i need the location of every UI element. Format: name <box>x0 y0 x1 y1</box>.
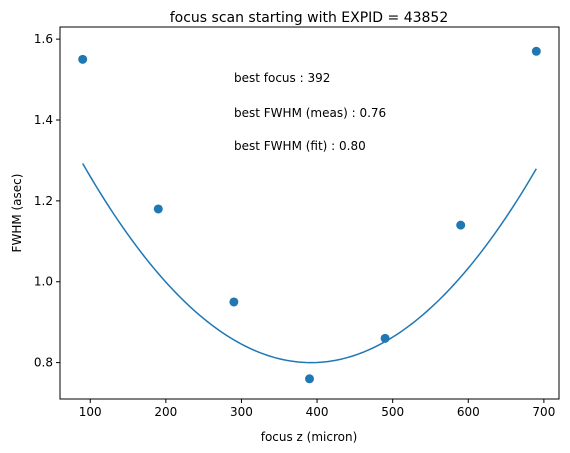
data-point <box>78 54 88 64</box>
y-tick-label: 1.0 <box>34 275 53 289</box>
x-tick-label: 700 <box>532 405 555 419</box>
data-point <box>305 374 314 384</box>
fit-curve-line <box>82 163 537 364</box>
x-axis-ticks: 100 200 300 400 500 600 700 <box>79 399 555 419</box>
x-tick-label: 300 <box>230 405 253 419</box>
y-tick-label: 0.8 <box>34 356 53 370</box>
data-point <box>380 333 390 343</box>
y-tick-label: 1.6 <box>34 32 53 46</box>
x-tick-label: 100 <box>79 405 102 419</box>
x-tick-label: 200 <box>154 405 177 419</box>
data-point <box>531 46 541 56</box>
data-points <box>78 46 541 384</box>
y-axis-label: FWHM (asec) <box>10 174 24 253</box>
y-tick-label: 1.4 <box>34 113 53 127</box>
x-axis-label: focus z (micron) <box>261 430 358 444</box>
chart-title: focus scan starting with EXPID = 43852 <box>170 10 449 26</box>
data-point <box>153 204 163 214</box>
data-point <box>456 220 466 230</box>
y-tick-label: 1.2 <box>34 194 53 208</box>
annotation-best-fwhm-fit: best FWHM (fit) : 0.80 <box>234 139 366 153</box>
fit-curve-layer <box>82 163 537 364</box>
annotation-best-fwhm-meas: best FWHM (meas) : 0.76 <box>234 106 386 120</box>
plot-frame <box>59 26 560 400</box>
x-tick-label: 600 <box>457 405 480 419</box>
data-point <box>229 297 239 307</box>
y-axis-ticks: 0.8 1.0 1.2 1.4 1.6 <box>34 32 60 370</box>
x-tick-label: 400 <box>306 405 329 419</box>
plot-background <box>60 27 559 399</box>
x-tick-label: 500 <box>381 405 404 419</box>
annotation-best-focus: best focus : 392 <box>234 71 330 85</box>
